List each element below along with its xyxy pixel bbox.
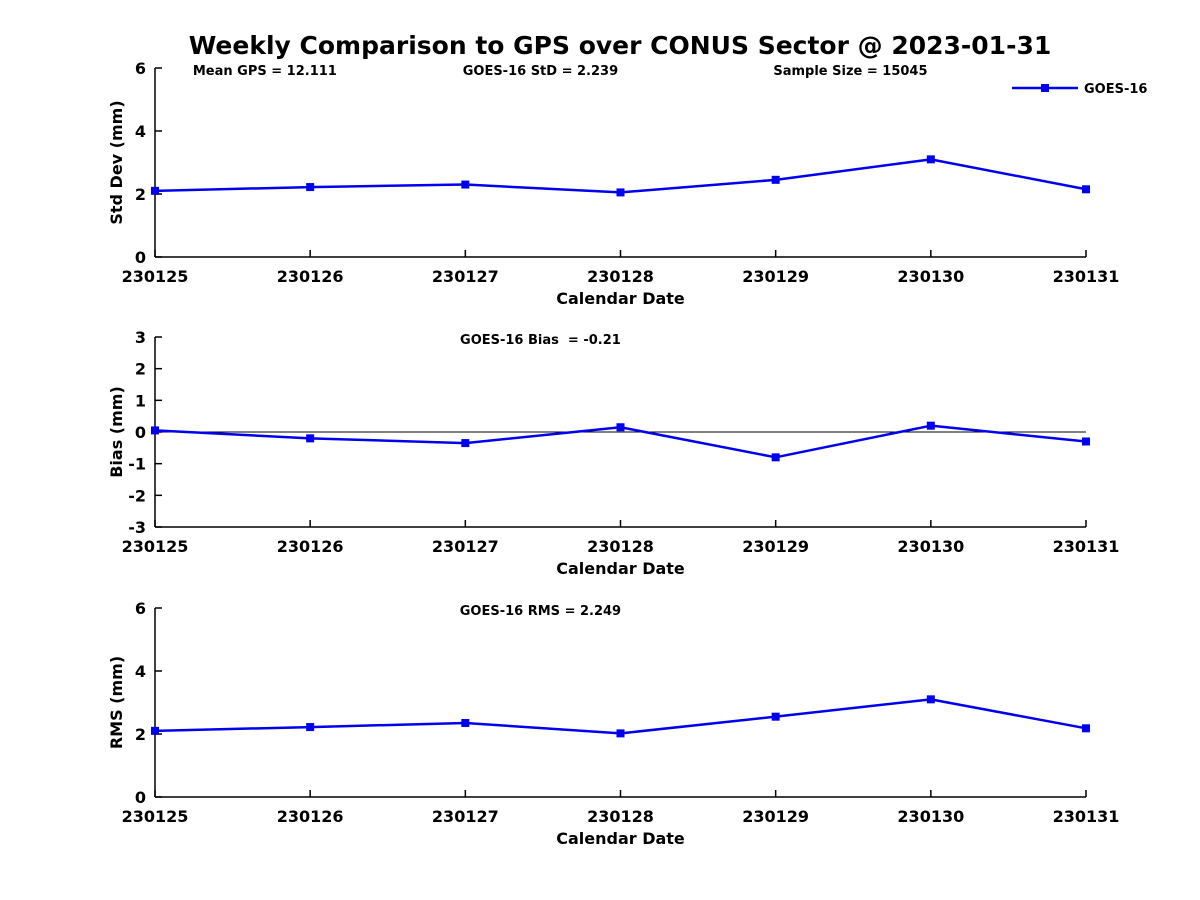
stat-annotation: Sample Size = 15045 (773, 64, 927, 79)
x-tick-label: 230127 (432, 537, 499, 556)
y-tick-label: 6 (135, 59, 146, 78)
y-axis-title: Std Dev (mm) (107, 100, 126, 224)
stat-annotation: Mean GPS = 12.111 (193, 64, 337, 79)
x-axis-title: Calendar Date (556, 559, 685, 578)
x-tick-label: 230126 (277, 537, 344, 556)
data-point-marker (771, 712, 780, 721)
x-tick-label: 230128 (587, 807, 654, 826)
data-point-marker (1082, 724, 1090, 733)
y-tick-label: 0 (135, 788, 146, 807)
x-tick-label: 230126 (277, 267, 344, 286)
data-point-marker (616, 188, 625, 197)
y-tick-label: 4 (135, 122, 146, 141)
data-point-marker (306, 723, 315, 732)
y-tick-label: -2 (128, 486, 146, 505)
x-axis-title: Calendar Date (556, 829, 685, 848)
y-tick-label: 2 (135, 360, 146, 379)
y-tick-label: 3 (135, 328, 146, 347)
x-tick-label: 230130 (897, 807, 964, 826)
x-tick-label: 230127 (432, 807, 499, 826)
y-axis-title: RMS (mm) (107, 656, 126, 749)
x-tick-label: 230125 (122, 537, 189, 556)
x-tick-label: 230130 (897, 267, 964, 286)
subplot-rms: 0 2 4 6 230125 230126 230127 230128 230129 230130… (107, 599, 1119, 848)
x-tick-label: 230127 (432, 267, 499, 286)
data-point-marker (926, 155, 935, 164)
y-tick-label: 6 (135, 599, 146, 618)
data-point-marker (306, 183, 315, 192)
legend-marker (1041, 84, 1049, 92)
y-tick-label: -1 (128, 455, 146, 474)
data-point-marker (151, 726, 159, 735)
data-point-marker (461, 439, 470, 448)
subplot-bias: -3 -2 -1 0 1 2 3 230125 230126 230127 230128 230129… (107, 328, 1119, 578)
data-point-marker (771, 453, 780, 462)
data-point-marker (151, 186, 159, 195)
x-tick-label: 230131 (1053, 537, 1120, 556)
legend: GOES-16 (1012, 82, 1147, 97)
y-tick-label: -3 (128, 518, 146, 537)
trend-line (154, 158, 1087, 194)
data-point-marker (616, 423, 625, 432)
y-tick-label: 4 (135, 662, 146, 681)
x-tick-label: 230125 (122, 807, 189, 826)
y-tick-label: 0 (135, 423, 146, 442)
x-tick-label: 230125 (122, 267, 189, 286)
x-tick-label: 230128 (587, 537, 654, 556)
x-tick-label: 230128 (587, 267, 654, 286)
y-tick-label: 0 (135, 248, 146, 267)
data-point-marker (1082, 185, 1090, 194)
x-tick-label: 230131 (1053, 267, 1120, 286)
data-point-marker (616, 729, 625, 738)
figure-title: Weekly Comparison to GPS over CONUS Sect… (188, 31, 1052, 60)
y-tick-label: 2 (135, 725, 146, 744)
x-axis-title: Calendar Date (556, 289, 685, 308)
trend-line (154, 698, 1087, 735)
x-tick-label: 230129 (742, 267, 809, 286)
data-point-marker (926, 421, 935, 430)
data-point-marker (1082, 437, 1090, 446)
y-axis-title: Bias (mm) (107, 386, 126, 478)
data-point-marker (771, 175, 780, 184)
stat-annotation: GOES-16 StD = 2.239 (463, 64, 618, 79)
x-tick-label: 230131 (1053, 807, 1120, 826)
data-point-marker (461, 180, 470, 189)
y-tick-label: 2 (135, 185, 146, 204)
data-point-marker (461, 718, 470, 727)
x-tick-label: 230130 (897, 537, 964, 556)
x-tick-label: 230129 (742, 537, 809, 556)
subplot-std-dev: 0 2 4 6 230125 230126 230127 230128 230129 230130… (107, 59, 1147, 308)
data-point-marker (306, 434, 315, 443)
stat-annotation: GOES-16 Bias = -0.21 (460, 333, 621, 348)
stat-annotation: GOES-16 RMS = 2.249 (460, 604, 621, 619)
data-point-marker (926, 695, 935, 704)
y-tick-label: 1 (135, 391, 146, 410)
x-tick-label: 230129 (742, 807, 809, 826)
x-tick-label: 230126 (277, 807, 344, 826)
data-point-marker (151, 426, 159, 435)
legend-label: GOES-16 (1084, 82, 1147, 97)
